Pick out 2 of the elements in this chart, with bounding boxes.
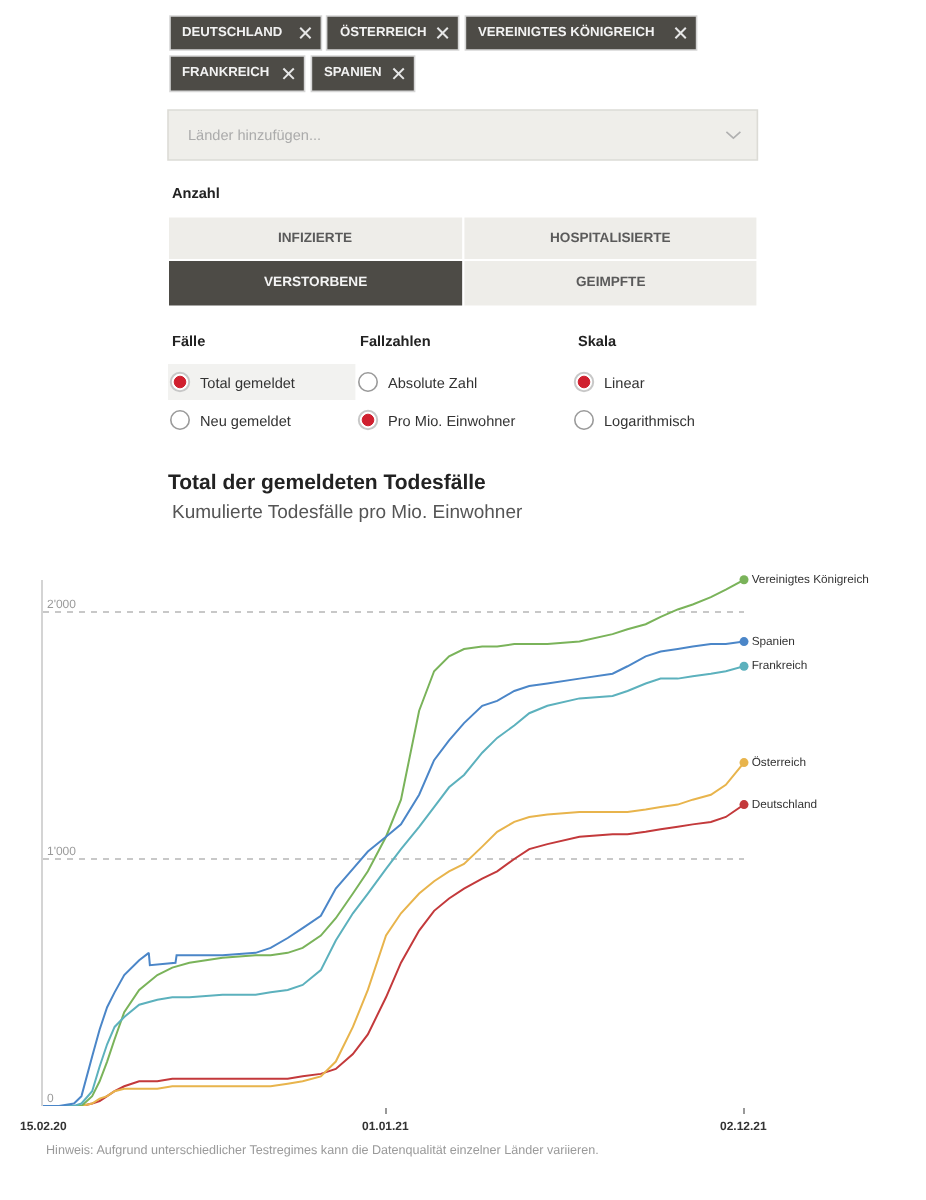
chart-subtitle: Kumulierte Todesfälle pro Mio. Einwohner [172,502,523,524]
chart-title: Total der gemeldeten Todesfälle [168,471,487,496]
